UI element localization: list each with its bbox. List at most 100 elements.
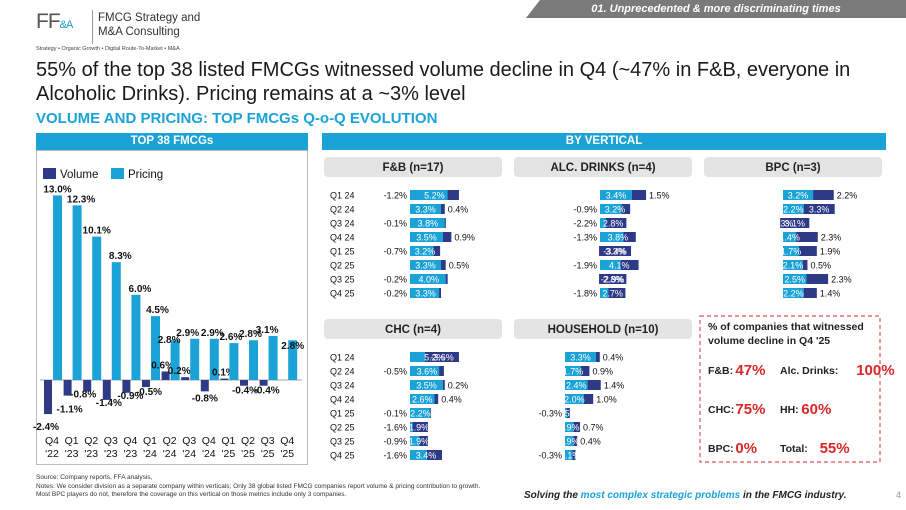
pricing-data-label: 3.2%	[605, 205, 626, 215]
callout-stat-value: 75%	[735, 401, 765, 418]
volume-bar	[798, 246, 817, 256]
volume-data-label: -1.1%	[57, 405, 83, 416]
pricing-data-label: 2.6%	[220, 332, 243, 343]
x-tick-label: '24	[202, 448, 216, 460]
volume-data-label: 1.9%	[820, 247, 841, 257]
volume-data-label: 3.3%	[809, 205, 830, 215]
volume-bar	[802, 260, 808, 270]
pricing-data-label: 3.3%	[415, 205, 436, 215]
pricing-data-label: 3.3%	[605, 247, 626, 257]
pricing-data-label: 5.2%	[424, 353, 445, 363]
pricing-bar	[410, 380, 443, 390]
logo-name: FMCG Strategy and M&A Consulting	[98, 12, 201, 38]
pricing-data-label: 1.4%	[779, 233, 800, 243]
x-tick-label: Q4	[202, 435, 216, 447]
volume-data-label: 1.0%	[596, 395, 617, 405]
pricing-data-label: 3.4%	[606, 191, 627, 201]
volume-data-label: -0.2%	[383, 275, 407, 285]
pricing-data-label: 2.4%	[566, 381, 587, 391]
vertical-panel-header	[324, 157, 502, 177]
pricing-data-label: 3.3%	[570, 353, 591, 363]
volume-bar	[620, 260, 639, 270]
pricing-bar	[410, 450, 442, 460]
logo-tagline: Strategy • Organic Growth • Digital Rout…	[36, 46, 180, 52]
x-tick-label: '23	[65, 448, 79, 460]
volume-bar	[445, 274, 448, 284]
pricing-bar	[565, 380, 588, 390]
volume-data-label: -0.1%	[383, 409, 407, 419]
pricing-bar	[410, 246, 441, 256]
volume-data-label: 0.9%	[454, 233, 475, 243]
vertical-panel-header	[514, 319, 692, 339]
pricing-bar	[72, 205, 82, 380]
x-tick-label: '25	[241, 448, 255, 460]
vertical-panel-title: CHC (n=4)	[385, 324, 441, 336]
volume-bar	[599, 246, 632, 256]
volume-bar	[442, 232, 452, 242]
pricing-data-label: 4.5%	[146, 305, 169, 316]
vertical-panel-title: F&B (n=17)	[382, 162, 443, 174]
volume-data-label: -0.4%	[232, 386, 258, 397]
pricing-bar	[249, 340, 258, 380]
volume-bar	[631, 190, 647, 200]
pricing-data-label: 2.8%	[158, 335, 181, 346]
callout-title: volume decline in Q4 '25	[708, 335, 830, 347]
volume-bar	[259, 380, 268, 386]
pricing-bar	[410, 218, 446, 228]
note-line-2: Most BPC players do not, therefore the c…	[36, 491, 347, 498]
volume-bar	[599, 274, 627, 284]
callout-stat-value: 0%	[735, 440, 757, 457]
volume-data-label: -0.9%	[117, 391, 143, 402]
pricing-data-label: 3.2%	[788, 191, 809, 201]
pricing-bar	[410, 260, 442, 270]
pricing-bar	[410, 436, 428, 446]
pricing-bar	[151, 316, 160, 380]
x-tick-label: '25	[280, 448, 294, 460]
pricing-data-label: 2.9%	[201, 328, 224, 339]
volume-data-label: 2.2%	[837, 191, 858, 201]
volume-bar	[433, 246, 441, 256]
row-category-label: Q2 25	[330, 423, 355, 433]
volume-bar	[813, 190, 834, 200]
pricing-data-label: 2.1%	[783, 261, 804, 271]
volume-bar	[583, 394, 594, 404]
volume-data-label: -0.9%	[573, 205, 597, 215]
volume-data-label: -2.9%	[601, 275, 625, 285]
pricing-bar	[600, 190, 632, 200]
volume-data-label: -0.5%	[136, 387, 162, 398]
pricing-data-label: 3.8%	[608, 233, 629, 243]
callout-stat-label: Total:	[780, 443, 808, 455]
volume-data-label: 1.4%	[820, 289, 841, 299]
volume-bar	[444, 218, 446, 228]
row-category-label: Q1 24	[330, 353, 355, 363]
callout-stat-label: BPC:	[708, 443, 734, 455]
row-category-label: Q3 25	[330, 275, 355, 285]
volume-bar	[102, 380, 111, 400]
volume-data-label: 0.5%	[810, 261, 831, 271]
volume-data-label: -0.2%	[383, 289, 407, 299]
pricing-data-label: 3.4%	[416, 451, 437, 461]
row-category-label: Q1 25	[330, 409, 355, 419]
volume-data-label: 0.7%	[583, 423, 604, 433]
volume-data-label: -1.9%	[573, 261, 597, 271]
row-category-label: Q3 24	[330, 381, 355, 391]
vertical-panel-header	[324, 319, 502, 339]
row-category-label: Q4 25	[330, 451, 355, 461]
pricing-data-label: 0.9%	[559, 437, 580, 447]
volume-bar	[608, 288, 626, 298]
pricing-bar	[268, 335, 278, 380]
pricing-data-label: 1.7%	[781, 247, 802, 257]
volume-bar	[623, 232, 636, 242]
volume-data-label: -1.3%	[573, 233, 597, 243]
pricing-bar	[600, 260, 639, 270]
source-note: Source: Company reports, FFA analysis,	[36, 474, 153, 481]
pricing-data-label: 4.1%	[609, 261, 630, 271]
volume-bar	[161, 371, 170, 380]
volume-bar	[181, 377, 190, 380]
note-line-1: Notes: We consider division as a separat…	[36, 482, 481, 490]
row-category-label: Q3 25	[330, 437, 355, 447]
x-tick-label: Q2	[84, 435, 98, 447]
row-category-label: Q2 24	[330, 367, 355, 377]
volume-bar	[439, 288, 442, 298]
row-category-label: Q1 25	[330, 247, 355, 257]
